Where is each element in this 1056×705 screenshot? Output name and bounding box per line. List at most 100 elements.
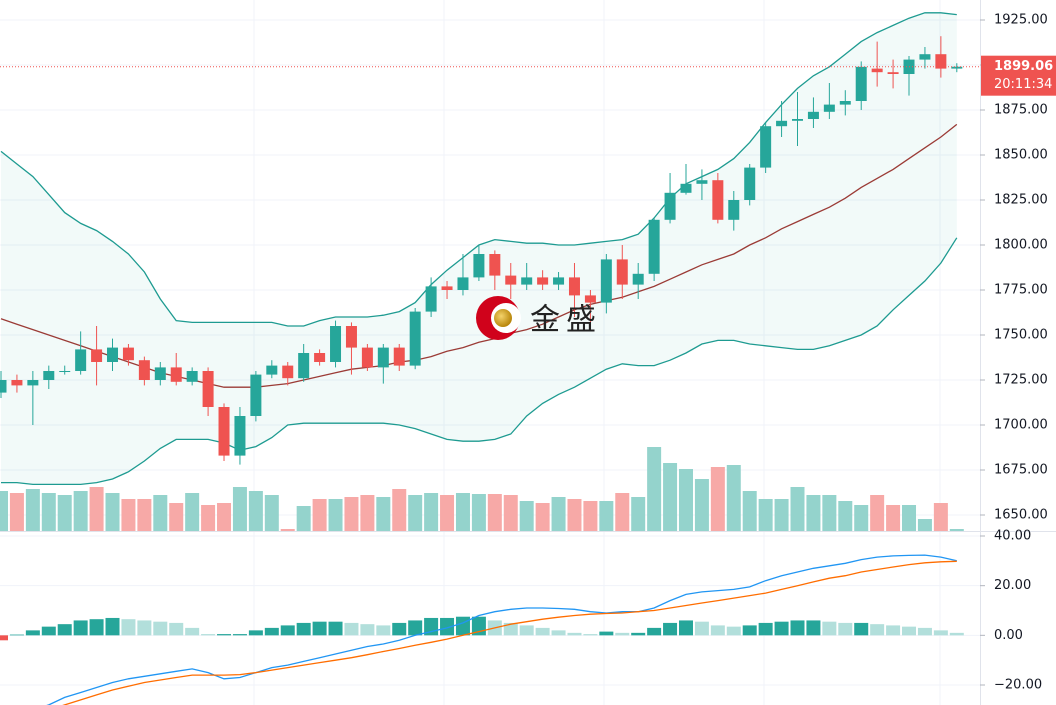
candle-body bbox=[839, 101, 851, 105]
y2-tick-label: 20.00 bbox=[994, 578, 1031, 593]
macd-hist bbox=[790, 620, 805, 636]
volume-bar bbox=[599, 501, 614, 531]
macd-hist bbox=[440, 617, 455, 636]
macd-hist bbox=[838, 622, 853, 636]
candle-body bbox=[250, 374, 262, 416]
candle-body bbox=[489, 254, 501, 276]
candle-body bbox=[377, 347, 389, 368]
macd-hist bbox=[854, 622, 869, 636]
volume-bar bbox=[790, 487, 805, 531]
price-pane bbox=[0, 12, 980, 531]
volume-bar bbox=[774, 499, 789, 531]
candle-body bbox=[712, 180, 724, 220]
volume-bar bbox=[264, 495, 279, 531]
candle-body bbox=[919, 54, 931, 60]
macd-hist bbox=[599, 631, 614, 636]
macd-hist bbox=[455, 616, 470, 636]
candle-body bbox=[75, 349, 87, 371]
candle-body bbox=[107, 347, 119, 362]
macd-hist bbox=[870, 624, 885, 636]
price-axis: 1925.001900.001875.001850.001825.001800.… bbox=[980, 13, 1056, 693]
y-tick-label: 1925.00 bbox=[994, 13, 1048, 28]
candle-body bbox=[91, 349, 103, 362]
volume-bar bbox=[185, 493, 200, 531]
macd-hist bbox=[89, 619, 104, 636]
macd-hist bbox=[678, 620, 693, 636]
volume-bar bbox=[917, 519, 932, 531]
candle-body bbox=[186, 371, 198, 382]
y-tick-label: 1850.00 bbox=[994, 148, 1048, 163]
candle-body bbox=[792, 119, 803, 121]
volume-bar bbox=[663, 463, 678, 531]
volume-bar bbox=[41, 493, 56, 531]
candle-body bbox=[568, 277, 580, 296]
macd-hist bbox=[917, 627, 932, 636]
macd-hist bbox=[392, 622, 407, 636]
volume-bar bbox=[551, 497, 566, 531]
candle-body bbox=[43, 371, 55, 380]
volume-bar bbox=[535, 503, 550, 531]
volume-bar bbox=[360, 495, 375, 531]
candle-body bbox=[776, 120, 788, 127]
candle-body bbox=[823, 104, 835, 112]
volume-bar bbox=[153, 495, 168, 531]
volume-bar bbox=[248, 491, 263, 531]
candle-body bbox=[744, 167, 756, 200]
macd-hist bbox=[41, 626, 56, 636]
macd-hist bbox=[0, 635, 8, 641]
macd-hist bbox=[296, 622, 311, 636]
candle-body bbox=[154, 367, 166, 380]
y-tick-label: 1825.00 bbox=[994, 193, 1048, 208]
volume-bar bbox=[503, 495, 518, 531]
macd-hist bbox=[503, 622, 518, 636]
y2-tick-label: 0.00 bbox=[994, 628, 1023, 643]
volume-bar bbox=[232, 487, 247, 531]
candle-body bbox=[648, 219, 660, 274]
candle-body bbox=[409, 311, 421, 366]
macd-hist bbox=[742, 625, 757, 636]
macd-hist bbox=[201, 634, 216, 636]
macd-hist bbox=[280, 625, 295, 636]
volume-bar bbox=[758, 499, 773, 531]
volume-bar bbox=[870, 495, 885, 531]
last-price-label: 1899.06 bbox=[994, 59, 1053, 74]
candle-body bbox=[234, 416, 246, 456]
candle-body bbox=[680, 183, 692, 193]
macd-dif bbox=[46, 554, 957, 705]
volume-bar bbox=[424, 493, 439, 531]
candle-body bbox=[202, 371, 214, 407]
candle-body bbox=[855, 66, 867, 101]
macd-hist bbox=[615, 632, 630, 636]
volume-bar bbox=[455, 493, 470, 531]
macd-hist bbox=[902, 626, 917, 636]
candle-body bbox=[632, 273, 644, 285]
candle-body bbox=[122, 347, 134, 361]
candle-body bbox=[584, 295, 596, 303]
candle-body bbox=[887, 72, 899, 74]
candle-body bbox=[521, 277, 533, 285]
macd-dea bbox=[62, 560, 957, 705]
volume-bar bbox=[217, 503, 232, 531]
candle-body bbox=[760, 126, 772, 168]
volume-bar bbox=[73, 491, 88, 531]
candle-body bbox=[553, 277, 565, 285]
y-tick-label: 1700.00 bbox=[994, 418, 1048, 433]
candle-body bbox=[393, 347, 405, 366]
macd-hist bbox=[264, 627, 279, 636]
candle-body bbox=[218, 407, 230, 456]
volume-bar bbox=[742, 491, 757, 531]
macd-hist bbox=[933, 630, 948, 636]
candle-body bbox=[664, 192, 676, 220]
macd-pane bbox=[0, 535, 980, 705]
macd-hist bbox=[408, 620, 423, 636]
volume-bar bbox=[376, 497, 391, 531]
volume-bar bbox=[694, 479, 709, 531]
volume-bar bbox=[822, 495, 837, 531]
candle-body bbox=[27, 380, 39, 386]
macd-hist bbox=[376, 625, 391, 636]
volume-bar bbox=[25, 489, 40, 531]
y-tick-label: 1725.00 bbox=[994, 373, 1048, 388]
candle-body bbox=[457, 277, 469, 290]
macd-hist bbox=[217, 634, 232, 636]
macd-hist bbox=[551, 630, 566, 636]
